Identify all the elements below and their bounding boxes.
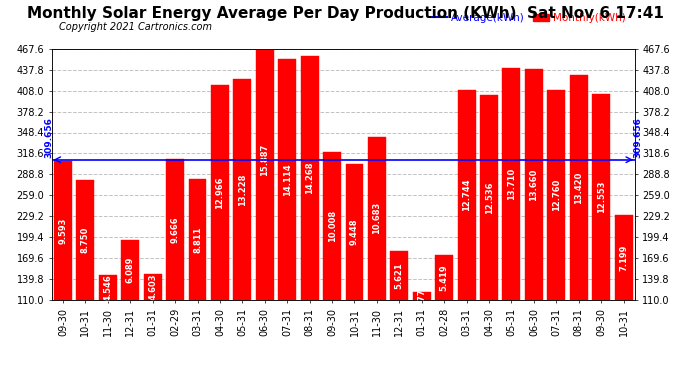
Text: 309.656: 309.656 xyxy=(45,117,54,158)
Text: 8.811: 8.811 xyxy=(193,226,202,253)
Bar xyxy=(144,274,161,375)
Bar xyxy=(457,90,475,375)
Text: 6.089: 6.089 xyxy=(126,257,135,283)
Bar xyxy=(413,292,431,375)
Bar xyxy=(615,215,633,375)
Bar xyxy=(278,59,296,375)
Text: 13.228: 13.228 xyxy=(238,173,247,206)
Text: 13.710: 13.710 xyxy=(507,168,516,200)
Text: 12.744: 12.744 xyxy=(462,179,471,212)
Text: 14.114: 14.114 xyxy=(283,164,292,196)
Text: 12.966: 12.966 xyxy=(215,176,224,209)
Text: 12.536: 12.536 xyxy=(484,181,493,214)
Text: 4.603: 4.603 xyxy=(148,273,157,300)
Bar xyxy=(99,275,117,375)
Bar xyxy=(233,79,251,375)
Text: Monthly Solar Energy Average Per Day Production (KWh)  Sat Nov 6 17:41: Monthly Solar Energy Average Per Day Pro… xyxy=(26,6,664,21)
Text: Copyright 2021 Cartronics.com: Copyright 2021 Cartronics.com xyxy=(59,22,212,33)
Bar xyxy=(435,255,453,375)
Bar xyxy=(346,164,364,375)
Bar xyxy=(368,136,386,375)
Text: 13.660: 13.660 xyxy=(529,168,538,201)
Text: 3.774: 3.774 xyxy=(417,283,426,309)
Bar xyxy=(301,56,319,375)
Bar xyxy=(502,68,520,375)
Text: 12.553: 12.553 xyxy=(597,181,606,213)
Text: 4.546: 4.546 xyxy=(104,274,112,301)
Bar xyxy=(77,180,95,375)
Text: 10.683: 10.683 xyxy=(373,202,382,234)
Text: 5.621: 5.621 xyxy=(395,262,404,289)
Text: 5.419: 5.419 xyxy=(440,264,449,291)
Text: 9.666: 9.666 xyxy=(170,216,179,243)
Text: 15.887: 15.887 xyxy=(260,144,269,176)
Bar xyxy=(211,85,229,375)
Bar xyxy=(256,20,274,375)
Text: 8.750: 8.750 xyxy=(81,227,90,253)
Bar xyxy=(547,90,565,375)
Bar xyxy=(391,251,408,375)
Bar xyxy=(480,95,498,375)
Text: 9.448: 9.448 xyxy=(350,219,359,246)
Legend: Average(kWh), Monthly(kWh): Average(kWh), Monthly(kWh) xyxy=(427,9,629,27)
Bar xyxy=(592,94,610,375)
Bar xyxy=(188,179,206,375)
Bar xyxy=(121,240,139,375)
Bar xyxy=(323,152,341,375)
Bar xyxy=(525,69,543,375)
Text: 13.420: 13.420 xyxy=(574,171,583,204)
Bar xyxy=(54,161,72,375)
Text: 309.656: 309.656 xyxy=(633,117,642,158)
Bar xyxy=(166,159,184,375)
Text: 10.008: 10.008 xyxy=(328,210,337,242)
Text: 14.268: 14.268 xyxy=(305,162,314,194)
Text: 9.593: 9.593 xyxy=(59,217,68,244)
Text: 7.199: 7.199 xyxy=(619,244,628,271)
Bar xyxy=(570,75,588,375)
Text: 12.760: 12.760 xyxy=(552,179,561,211)
